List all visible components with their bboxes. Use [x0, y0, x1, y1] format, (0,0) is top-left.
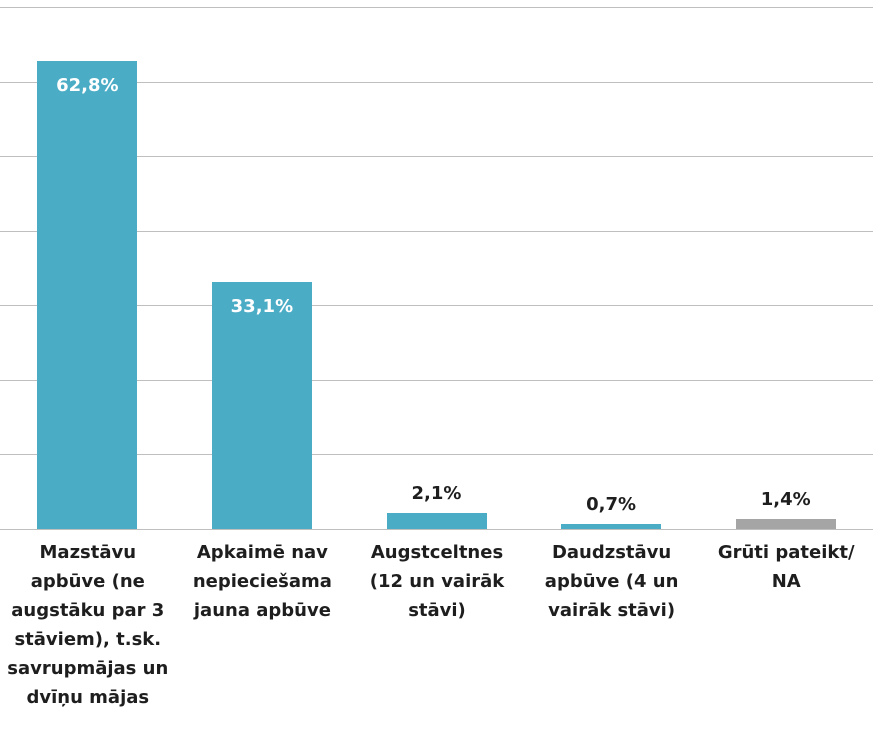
grid-line: [0, 156, 873, 158]
bar: [386, 513, 487, 529]
x-tick-label: Mazstāvu apbūve (ne augstāku par 3 stāvi…: [7, 542, 169, 708]
value-label: 2,1%: [411, 483, 462, 505]
x-tick-label: Augstceltnes (12 un vairāk stāvi): [369, 542, 505, 621]
bar: [37, 60, 138, 529]
value-label: 62,8%: [56, 74, 119, 96]
grid-line: [0, 305, 873, 307]
grid-line: [0, 230, 873, 232]
bar: [211, 282, 312, 529]
grid-line: [0, 7, 873, 8]
grid-line: [0, 379, 873, 381]
value-label: 33,1%: [230, 296, 294, 318]
value-label: 0,7%: [586, 493, 637, 515]
x-tick-label: Grūti pateikt/ NA: [717, 542, 855, 592]
value-label: 1,4%: [760, 488, 811, 510]
grid-line: [0, 81, 873, 83]
grid-line: [0, 454, 873, 456]
bar: [735, 518, 836, 529]
bar: [561, 523, 662, 529]
x-tick-label: Daudzstāvu apbūve (4 un vairāk stāvi): [544, 542, 679, 621]
x-tick-label: Apkaimē nav nepieciešama jauna apbūve: [192, 542, 332, 621]
grid-line: [0, 529, 873, 530]
